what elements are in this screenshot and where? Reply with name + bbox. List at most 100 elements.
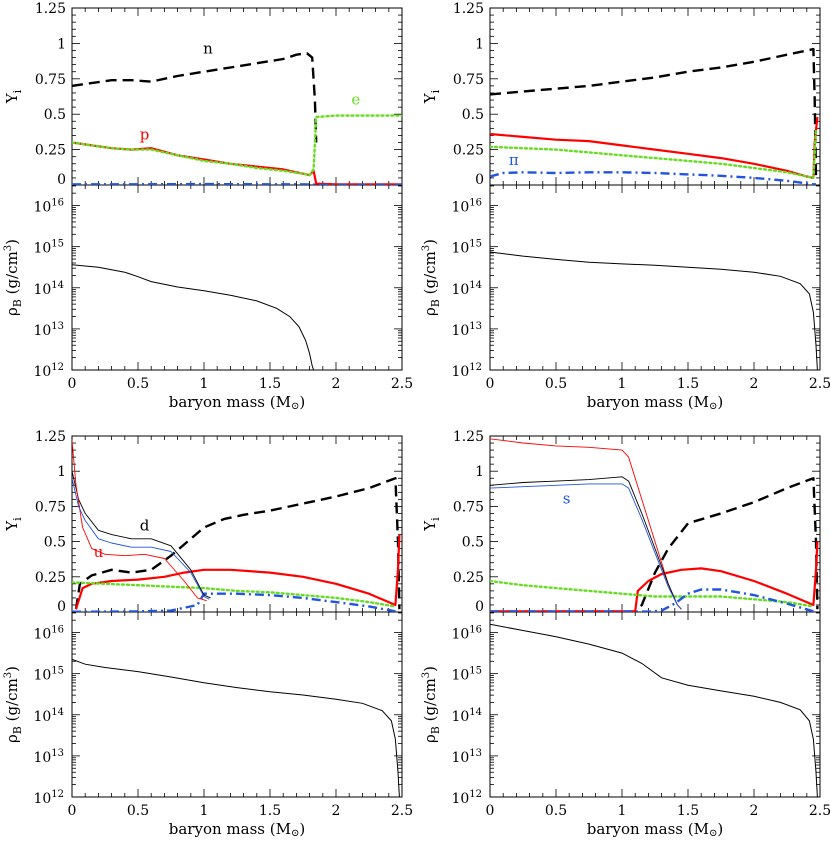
- x-tick-label: 2: [750, 803, 759, 819]
- series-label: d: [140, 516, 150, 534]
- y-tick-label: 1013: [33, 748, 64, 766]
- series-label: e: [351, 90, 360, 108]
- y-tick-label: 1014: [451, 707, 482, 725]
- lower-series-group: [72, 264, 315, 370]
- series-line-e: [490, 579, 815, 608]
- upper-series-group: [72, 52, 402, 185]
- density-line: [490, 623, 818, 797]
- x-tick-label: 2.5: [391, 803, 413, 819]
- density-line: [72, 264, 315, 370]
- x-tick-label: 1: [618, 376, 627, 392]
- x-axis-title: baryon mass (M⊙): [587, 393, 723, 412]
- upper-series-group: [72, 440, 401, 612]
- y-tick-label: 1: [57, 36, 66, 52]
- x-tick-label: 2.5: [809, 803, 830, 819]
- y-tick-label: 1012: [451, 362, 482, 380]
- lower-y-axis-title: ρB (g/cm3): [421, 239, 442, 316]
- y-tick-label: 0: [475, 599, 484, 615]
- y-tick-label: 1013: [451, 748, 482, 766]
- series-line-π: [490, 588, 814, 612]
- series-line-d: [72, 471, 211, 599]
- y-tick-label: 1016: [33, 625, 64, 643]
- lower-y-axis: 1012 1013 1014 1015 1016: [451, 612, 820, 807]
- series-line: [72, 478, 210, 600]
- panel-bottom-right: 0 0.5 1 1.5 2 2.5 baryon mass (M⊙) 0 0.25 0.5 0.75…: [421, 429, 830, 839]
- series-label: s: [563, 490, 571, 508]
- y-tick-label: 0.25: [35, 143, 66, 159]
- upper-series-group: [490, 438, 819, 612]
- series-line: [72, 182, 402, 185]
- x-tick-label: 2.5: [809, 376, 830, 392]
- lower-plot-frame: [489, 184, 821, 371]
- x-tick-label: 0.5: [545, 376, 567, 392]
- series-line-n: [490, 47, 818, 178]
- y-tick-label: 1: [475, 464, 484, 480]
- series-label: π: [509, 151, 519, 169]
- series-line-e: [490, 127, 818, 180]
- series-line-n: [74, 477, 401, 610]
- panel-top-left: 0 0.5 1 1.5 2 2.5 baryon mass (M⊙) 0 0.25 0.5 0.75…: [3, 1, 413, 412]
- panel-top-right: 0 0.5 1 1.5 2 2.5 baryon mass (M⊙) 0 0.25 0.5 0.75…: [421, 1, 830, 412]
- x-tick-label: 2: [750, 376, 759, 392]
- y-tick-label: 1014: [451, 280, 482, 298]
- lower-series-group: [490, 251, 818, 370]
- lower-series-group: [72, 658, 400, 797]
- y-tick-label: 1: [475, 36, 484, 52]
- y-tick-label: 1013: [33, 321, 64, 339]
- y-tick-label: 0.25: [453, 143, 484, 159]
- lower-plot-frame: [71, 611, 403, 798]
- series-label: n: [203, 39, 213, 57]
- upper-series-group: [490, 47, 819, 185]
- y-tick-label: 1016: [451, 198, 482, 216]
- y-tick-label: 0.75: [453, 72, 484, 88]
- x-tick-label: 1: [618, 803, 627, 819]
- y-tick-label: 1016: [451, 625, 482, 643]
- density-line: [490, 251, 818, 370]
- x-tick-label: 0: [486, 376, 495, 392]
- y-tick-label: 1014: [33, 707, 64, 725]
- y-tick-label: 0.5: [44, 107, 66, 123]
- series-line-π: [490, 171, 816, 185]
- x-tick-label: 0: [486, 803, 495, 819]
- x-tick-label: 0.5: [127, 376, 149, 392]
- y-tick-label: 0.5: [44, 535, 66, 551]
- y-tick-label: 1015: [33, 666, 64, 684]
- series-line-s: [490, 483, 682, 610]
- x-tick-label: 1.5: [677, 803, 699, 819]
- series-line-p: [490, 541, 819, 612]
- lower-y-axis-title: ρB (g/cm3): [421, 666, 442, 743]
- series-line-u: [490, 438, 682, 610]
- x-tick-label: 1.5: [259, 376, 281, 392]
- upper-y-axis-title: Yi: [3, 89, 24, 104]
- y-tick-label: 1012: [33, 362, 64, 380]
- x-tick-label: 1.5: [677, 376, 699, 392]
- x-tick-label: 2: [332, 803, 341, 819]
- y-tick-label: 0.75: [453, 499, 484, 515]
- x-tick-label: 0: [68, 376, 77, 392]
- y-tick-label: 1015: [451, 666, 482, 684]
- series-line-d: [490, 476, 682, 610]
- series-line-n: [490, 477, 819, 612]
- y-tick-label: 0: [57, 599, 66, 615]
- x-axis-title: baryon mass (M⊙): [169, 820, 305, 839]
- x-tick-label: 1.5: [259, 803, 281, 819]
- y-tick-label: 1: [57, 464, 66, 480]
- y-tick-label: 1.25: [35, 1, 66, 17]
- y-tick-label: 0.75: [35, 72, 66, 88]
- y-tick-label: 1.25: [35, 429, 66, 445]
- y-tick-label: 0: [57, 172, 66, 188]
- series-line-e: [72, 581, 397, 608]
- y-tick-label: 0: [475, 172, 484, 188]
- x-tick-label: 1: [200, 803, 209, 819]
- lower-y-axis-title: ρB (g/cm3): [3, 666, 24, 743]
- y-tick-label: 1016: [33, 198, 64, 216]
- x-axis-title: baryon mass (M⊙): [587, 820, 723, 839]
- x-tick-label: 1: [200, 376, 209, 392]
- series-line-n: [72, 52, 318, 143]
- series-line-e: [72, 114, 402, 177]
- y-tick-label: 1012: [33, 789, 64, 807]
- lower-plot-frame: [489, 611, 821, 798]
- x-tick-label: 0.5: [545, 803, 567, 819]
- series-line-u: [72, 440, 207, 602]
